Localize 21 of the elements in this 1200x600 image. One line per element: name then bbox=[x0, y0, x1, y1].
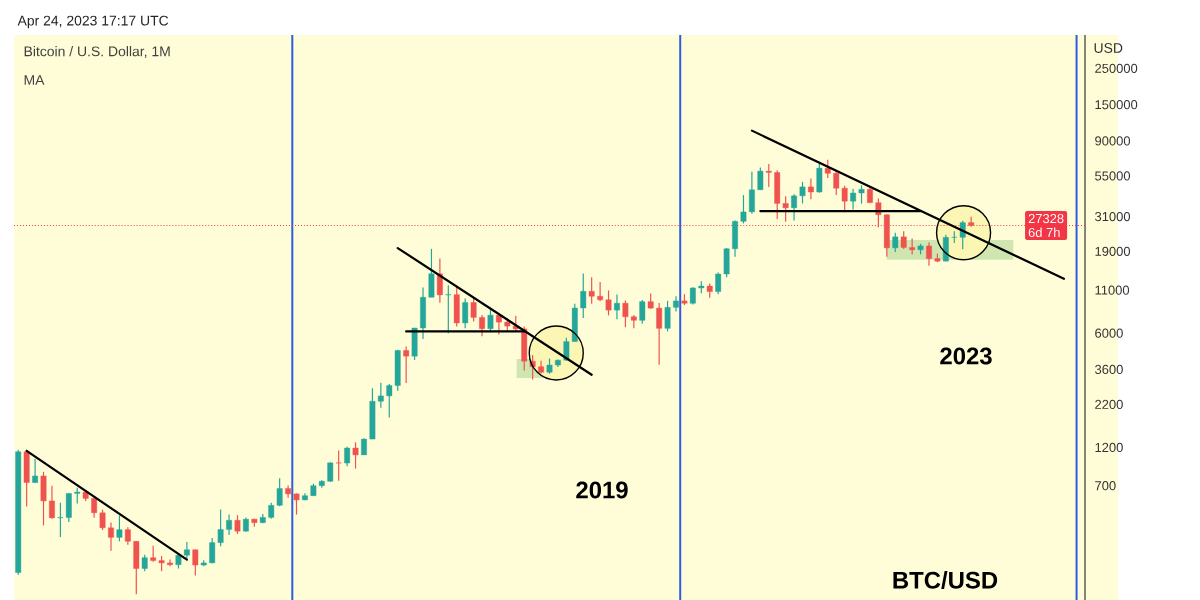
y-tick-label: 150000 bbox=[1095, 100, 1138, 110]
y-tick-label: 90000 bbox=[1095, 136, 1131, 146]
annotation: 6d 7h bbox=[1028, 227, 1060, 238]
annotation: 2019 bbox=[576, 481, 628, 499]
y-tick-label: 19000 bbox=[1095, 246, 1131, 256]
annotation: MA bbox=[24, 75, 45, 85]
y-axis-title: USD bbox=[1094, 43, 1123, 53]
y-tick-label: 11000 bbox=[1095, 285, 1130, 295]
text: Bitcoin / U.S. Dollar, 1M bbox=[24, 46, 170, 58]
y-tick-label: 55000 bbox=[1095, 171, 1131, 181]
y-tick-label: 3600 bbox=[1095, 364, 1123, 375]
y-tick-label: 2200 bbox=[1095, 399, 1123, 409]
annotation: 2023 bbox=[940, 347, 992, 365]
ref-line-label: 27328 bbox=[1028, 213, 1064, 224]
y-tick-label: 6000 bbox=[1095, 328, 1123, 338]
y-tick-label: 1200 bbox=[1095, 442, 1123, 453]
y-tick-label: 700 bbox=[1095, 481, 1116, 491]
text: Apr 24, 2023 17:17 UTC bbox=[17, 15, 169, 29]
y-tick-label: 250000 bbox=[1095, 63, 1138, 73]
annotation: BTC/USD bbox=[893, 571, 998, 589]
y-tick-label: 31000 bbox=[1095, 211, 1131, 222]
